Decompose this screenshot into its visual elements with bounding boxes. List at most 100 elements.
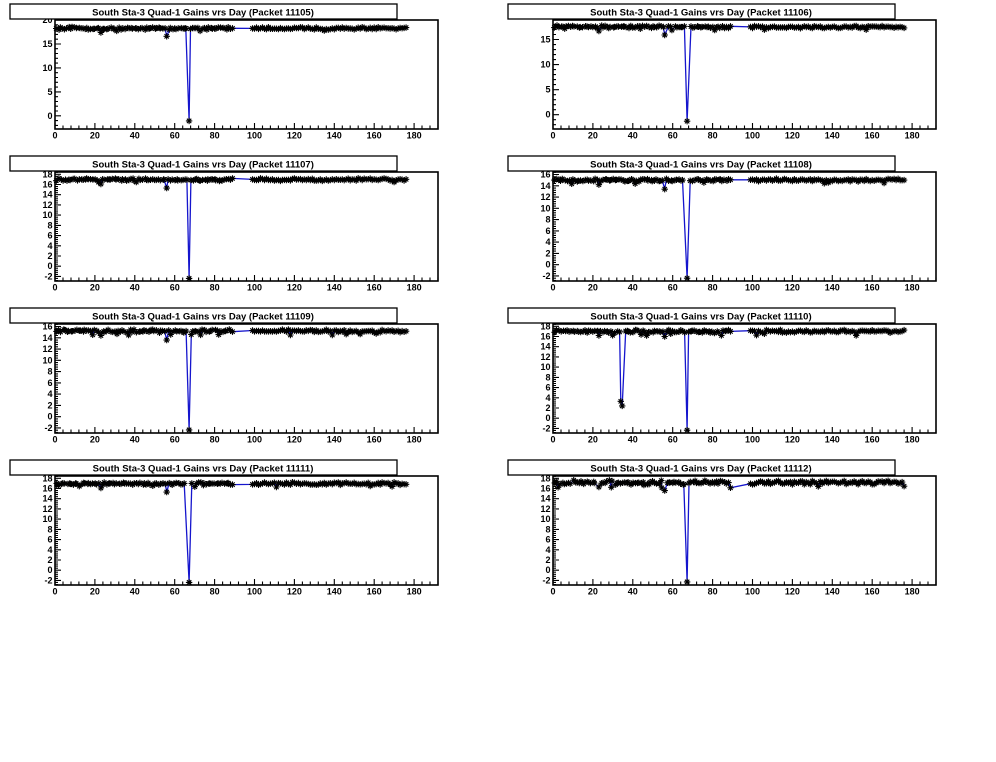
x-tick-label: 180 — [407, 435, 422, 445]
x-tick-label: 100 — [745, 435, 760, 445]
y-tick-label: 18 — [42, 473, 52, 483]
y-tick-label: 2 — [545, 403, 550, 413]
x-tick-label: 140 — [327, 131, 342, 141]
y-tick-label: 2 — [545, 555, 550, 565]
chart-title: South Sta-3 Quad-1 Gains vrs Day (Packet… — [590, 8, 812, 19]
x-tick-label: 80 — [210, 283, 220, 293]
x-tick-label: 0 — [52, 131, 57, 141]
series-markers — [551, 22, 908, 125]
chart-title: South Sta-3 Quad-1 Gains vrs Day (Packet… — [92, 160, 314, 171]
y-tick-label: 0 — [47, 111, 52, 121]
x-tick-label: 20 — [90, 435, 100, 445]
x-tick-label: 60 — [170, 131, 180, 141]
y-tick-label: 4 — [47, 389, 52, 399]
x-tick-label: 160 — [865, 435, 880, 445]
y-tick-label: 10 — [540, 203, 550, 213]
chart-pad: 0 20 40 60 80 100 120 140 160 180 -2 0 2 4 6 8 10 12 14 16 1… — [506, 458, 966, 608]
y-tick-label: 10 — [540, 60, 550, 70]
x-tick-label: 40 — [628, 283, 638, 293]
x-tick-label: 180 — [407, 587, 422, 597]
x-tick-label: 160 — [367, 131, 382, 141]
axis-ticks — [552, 475, 937, 586]
x-tick-label: 20 — [588, 283, 598, 293]
series-line — [56, 481, 407, 583]
x-tick-label: 120 — [287, 587, 302, 597]
y-tick-label: 14 — [42, 494, 52, 504]
y-tick-label: -2 — [542, 575, 550, 585]
y-tick-label: 5 — [47, 87, 52, 97]
y-tick-label: 5 — [545, 85, 550, 95]
y-tick-label: 4 — [545, 545, 550, 555]
chart-pad: 0 20 40 60 80 100 120 140 160 180 -2 0 2 4 6 8 10 12 14 16 1… — [506, 306, 966, 456]
x-tick-label: 20 — [588, 587, 598, 597]
y-tick-label: 12 — [42, 344, 52, 354]
x-tick-label: 100 — [745, 283, 760, 293]
y-tick-label: 8 — [47, 524, 52, 534]
x-tick-label: 80 — [210, 587, 220, 597]
y-tick-label: 2 — [47, 251, 52, 261]
y-tick-label: 0 — [545, 110, 550, 120]
x-tick-label: 120 — [785, 131, 800, 141]
title-box — [507, 3, 896, 20]
x-tick-label: 180 — [905, 131, 920, 141]
series-markers — [551, 477, 908, 586]
chart-pad: 0 20 40 60 80 100 120 140 160 180 -2 0 2 4 6 8 10 12 14 16 1… — [8, 154, 468, 304]
y-tick-label: 0 — [545, 260, 550, 270]
series-markers — [551, 326, 908, 434]
y-tick-label: 18 — [540, 473, 550, 483]
y-tick-label: 12 — [42, 504, 52, 514]
axis-ticks — [54, 475, 439, 586]
plot-frame — [552, 475, 937, 586]
x-tick-label: 80 — [708, 435, 718, 445]
y-tick-label: 12 — [540, 192, 550, 202]
y-tick-label: 14 — [42, 190, 52, 200]
x-axis-labels: 0 20 40 60 80 100 120 140 160 180 — [550, 435, 919, 445]
series-line — [553, 24, 905, 122]
y-tick-label: 4 — [47, 545, 52, 555]
x-tick-label: 100 — [247, 283, 262, 293]
title-box — [507, 459, 896, 476]
x-tick-label: 100 — [247, 131, 262, 141]
chart-pad: 0 20 40 60 80 100 120 140 160 180 0 5 10 15 South Sta-… — [506, 2, 966, 152]
x-tick-label: 0 — [52, 283, 57, 293]
x-tick-label: 40 — [130, 283, 140, 293]
series-line — [554, 478, 905, 582]
x-tick-label: 120 — [287, 283, 302, 293]
x-tick-label: 80 — [708, 283, 718, 293]
x-tick-label: 0 — [550, 587, 555, 597]
y-tick-label: 0 — [47, 261, 52, 271]
gains-vs-day-chart: 0 20 40 60 80 100 120 140 160 180 0 5 10 15 South Sta-… — [507, 3, 937, 141]
x-tick-label: 20 — [90, 131, 100, 141]
x-tick-label: 0 — [52, 587, 57, 597]
x-tick-label: 40 — [628, 131, 638, 141]
y-tick-label: 8 — [545, 215, 550, 225]
y-tick-label: 14 — [540, 342, 550, 352]
series-line — [554, 177, 905, 279]
x-tick-label: 100 — [247, 587, 262, 597]
x-tick-label: 40 — [130, 587, 140, 597]
x-tick-label: 160 — [865, 131, 880, 141]
x-tick-label: 180 — [905, 283, 920, 293]
x-axis-labels: 0 20 40 60 80 100 120 140 160 180 — [52, 283, 421, 293]
title-box — [507, 155, 896, 172]
y-tick-label: 15 — [540, 35, 550, 45]
y-tick-label: 2 — [47, 400, 52, 410]
plot-frame — [54, 323, 439, 434]
y-tick-label: 16 — [540, 484, 550, 494]
x-tick-label: 20 — [90, 587, 100, 597]
y-tick-label: 10 — [42, 210, 52, 220]
x-tick-label: 180 — [407, 283, 422, 293]
plot-frame — [54, 171, 439, 282]
axis-ticks — [552, 171, 937, 281]
title-box — [507, 307, 896, 324]
x-tick-label: 120 — [785, 587, 800, 597]
y-tick-label: 15 — [42, 39, 52, 49]
y-tick-label: 8 — [545, 524, 550, 534]
x-tick-label: 60 — [170, 587, 180, 597]
plot-frame — [54, 475, 439, 586]
axis-ticks — [552, 23, 937, 129]
y-tick-label: 6 — [47, 231, 52, 241]
y-tick-label: 10 — [42, 514, 52, 524]
